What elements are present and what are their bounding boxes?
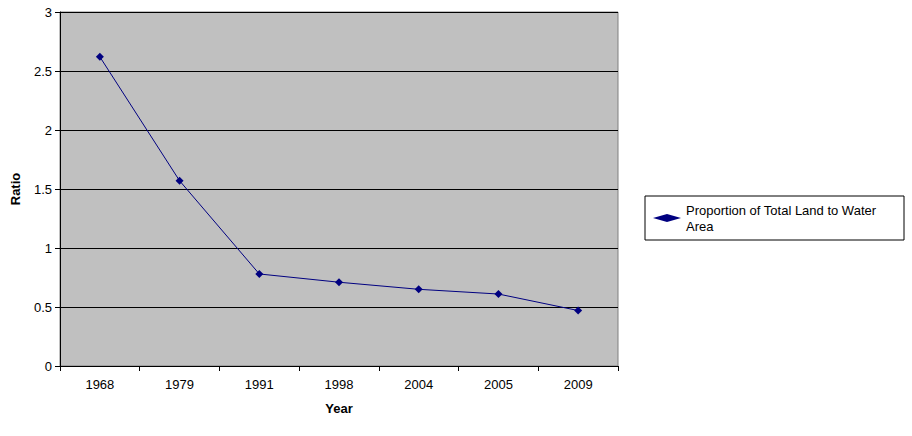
svg-text:0: 0 — [45, 359, 52, 374]
svg-text:1968: 1968 — [85, 377, 114, 392]
svg-text:Year: Year — [325, 401, 352, 416]
svg-text:2009: 2009 — [564, 377, 593, 392]
svg-text:1991: 1991 — [245, 377, 274, 392]
svg-text:Proportion of Total Land to Wa: Proportion of Total Land to Water — [686, 203, 880, 218]
svg-text:0.5: 0.5 — [34, 300, 52, 315]
svg-text:2004: 2004 — [404, 377, 433, 392]
svg-text:3: 3 — [45, 5, 52, 20]
svg-text:1979: 1979 — [165, 377, 194, 392]
svg-text:Ratio: Ratio — [8, 173, 23, 206]
svg-text:2: 2 — [45, 123, 52, 138]
svg-text:Area: Area — [686, 219, 714, 234]
svg-text:1998: 1998 — [325, 377, 354, 392]
svg-text:1.5: 1.5 — [34, 182, 52, 197]
svg-text:2005: 2005 — [484, 377, 513, 392]
svg-text:1: 1 — [45, 241, 52, 256]
svg-text:2.5: 2.5 — [34, 64, 52, 79]
